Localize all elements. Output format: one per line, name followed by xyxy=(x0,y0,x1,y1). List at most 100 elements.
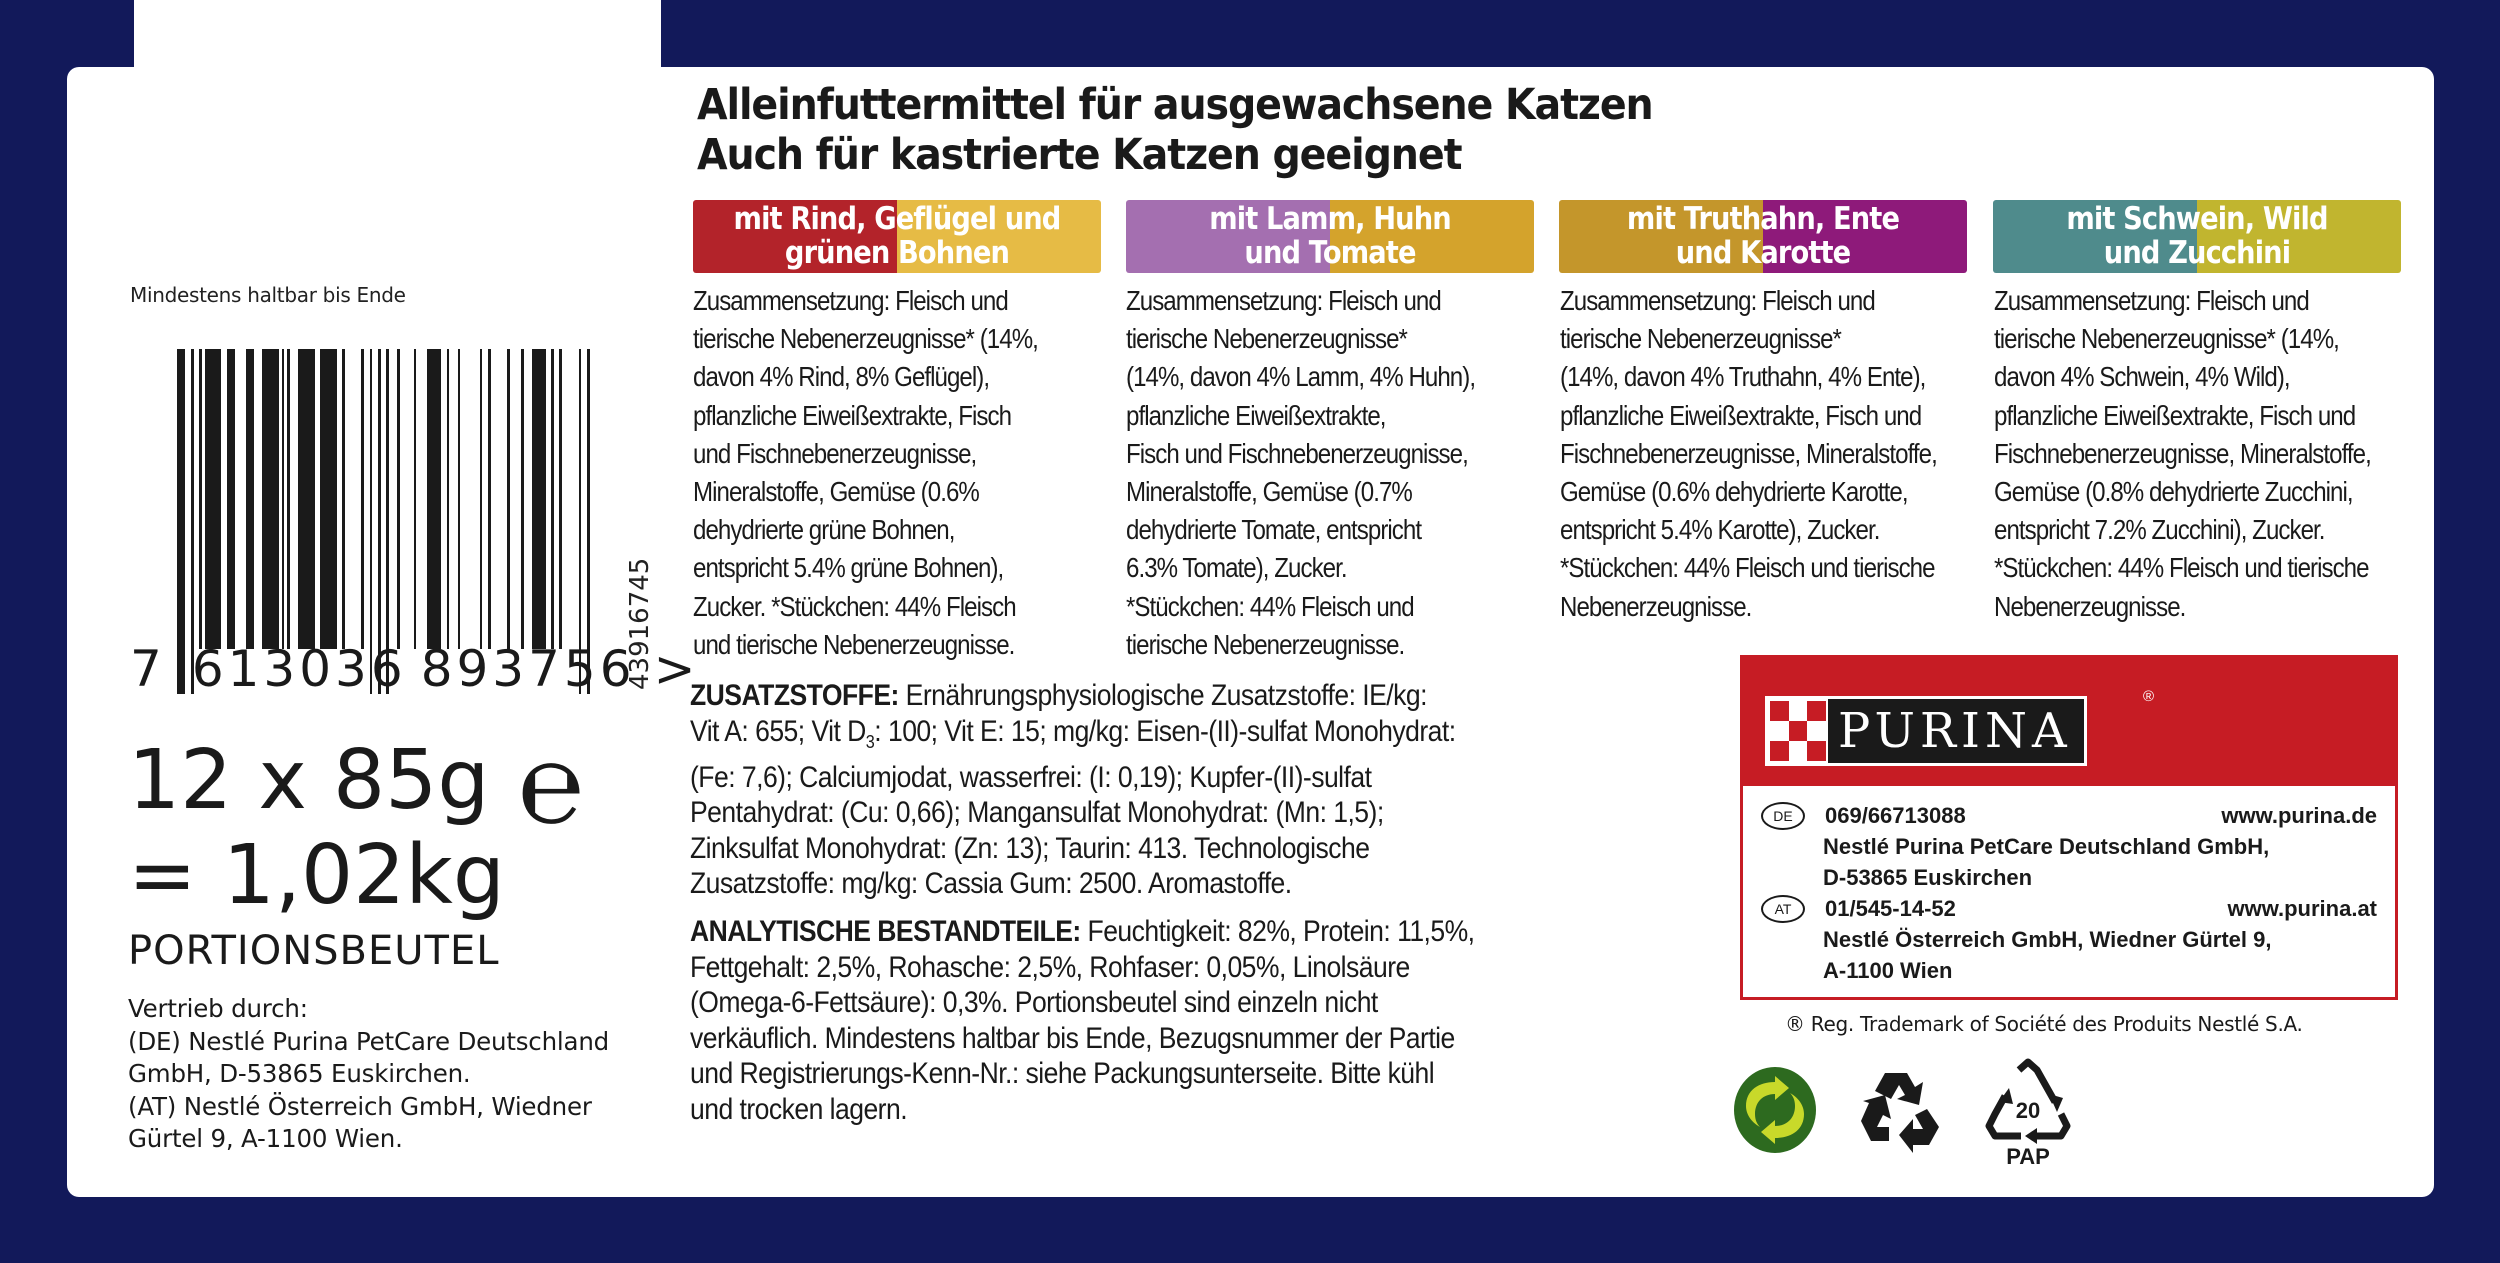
flavor-color-right xyxy=(2197,200,2401,273)
barcode-bar xyxy=(254,349,262,649)
checkerboard-icon xyxy=(1768,699,1828,763)
contact-row-de: DE 069/66713088 www.purina.de xyxy=(1761,800,2377,831)
flavor-color-left xyxy=(1559,200,1763,273)
barcode-bar xyxy=(446,349,450,649)
phone-at: 01/545-14-52 xyxy=(1825,896,1956,921)
barcode-bar xyxy=(427,349,442,649)
website-link-de[interactable]: www.purina.de xyxy=(2221,803,2377,828)
barcode-bar xyxy=(460,349,479,649)
barcode-quiet-zone-marker: > xyxy=(653,640,700,698)
barcode-bar xyxy=(235,349,246,649)
flavor-tab-schwein: mit Schwein, Wild und Zucchini xyxy=(1993,200,2401,273)
trademark-notice: ® Reg. Trademark of Société des Produits… xyxy=(1785,1012,2303,1036)
barcode-bar xyxy=(586,349,590,694)
address-at-line-2: A-1100 Wien xyxy=(1823,958,1953,983)
barcode xyxy=(177,349,590,694)
phone-de: 069/66713088 xyxy=(1825,803,1966,828)
flavor-label: mit Rind, Geflügel und grünen Bohnen xyxy=(733,201,1062,271)
flavor-label: mit Lamm, Huhn und Tomate xyxy=(1209,201,1451,271)
additives-text-1: Ernährungsphysiologische Zusatzstoffe: I… xyxy=(690,679,1427,748)
barcode-bar xyxy=(281,349,285,649)
quantity-line-1: 12 x 85g xyxy=(128,733,490,828)
barcode-bar xyxy=(377,349,381,694)
barcode-bar xyxy=(320,349,337,649)
flavor-tab-truthahn: mit Truthahn, Ente und Karotte xyxy=(1559,200,1967,273)
barcode-digits-left: 613036 xyxy=(191,640,407,698)
barcode-digits-right: 893756 xyxy=(420,640,636,698)
analytical-paragraph: ANALYTISCHE BESTANDTEILE: Feuchtigkeit: … xyxy=(690,914,1752,1127)
additives-subscript: 3 xyxy=(865,731,875,752)
country-badge-at: AT xyxy=(1761,894,1805,923)
composition-schwein: Zusammensetzung: Fleisch und tierische N… xyxy=(1994,285,2372,622)
pap-20-recycling-icon: 20 PAP xyxy=(1985,1058,2071,1168)
contact-details: DE 069/66713088 www.purina.de Nestlé Pur… xyxy=(1743,786,2395,986)
composition-truthahn: Zusammensetzung: Fleisch und tierische N… xyxy=(1560,285,1938,622)
contact-row-at: AT 01/545-14-52 www.purina.at xyxy=(1761,893,2377,924)
barcode-bar xyxy=(578,349,582,694)
additives-text-2: : 100; Vit E: 15; mg/kg: Eisen-(II)-sulf… xyxy=(690,714,1456,901)
barcode-digits: 7 613036 893756 > xyxy=(130,640,699,698)
barcode-bar xyxy=(345,349,362,649)
flavor-color-right xyxy=(1330,200,1534,273)
barcode-bar xyxy=(361,349,365,649)
analytical-heading: ANALYTISCHE BESTANDTEILE: xyxy=(690,915,1081,948)
barcode-bar xyxy=(190,349,194,694)
registered-mark: ® xyxy=(2143,688,2155,705)
address-at-line-1: Nestlé Österreich GmbH, Wiedner Gürtel 9… xyxy=(1823,927,2272,952)
flavor-color-right xyxy=(897,200,1101,273)
barcode-bar xyxy=(416,349,427,649)
flavor-color-left xyxy=(693,200,897,273)
additives-paragraph: ZUSATZSTOFFE: Ernährungsphysiologische Z… xyxy=(690,678,1752,902)
barcode-bar xyxy=(397,349,400,649)
purina-logo: PURINA xyxy=(1765,696,2087,766)
barcode-bar xyxy=(245,349,255,649)
flavor-color-right xyxy=(1763,200,1967,273)
flavor-tab-lamm: mit Lamm, Huhn und Tomate xyxy=(1126,200,1534,273)
best-before-label: Mindestens haltbar bis Ende xyxy=(130,283,406,307)
green-dot-icon xyxy=(1734,1067,1816,1153)
barcode-bar xyxy=(204,349,222,649)
barcode-bar xyxy=(226,349,235,649)
estimated-sign-icon: ℮ xyxy=(518,720,585,848)
analytical-text: Feuchtigkeit: 82%, Protein: 11,5%, Fettg… xyxy=(690,915,1475,1126)
quantity-line-2: = 1,02kg xyxy=(128,828,505,923)
barcode-bar xyxy=(491,349,508,649)
barcode-bar xyxy=(389,349,397,649)
purina-logo-band: PURINA ® xyxy=(1743,658,2395,786)
flavor-label: mit Schwein, Wild und Zucchini xyxy=(2066,201,2328,271)
barcode-bar xyxy=(369,349,373,694)
distributor-text: Vertrieb durch: (DE) Nestlé Purina PetCa… xyxy=(128,994,610,1153)
purina-contact-box: PURINA ® DE 069/66713088 www.purina.de N… xyxy=(1740,655,2398,1000)
barcode-bar xyxy=(507,349,510,649)
barcode-bar xyxy=(449,349,457,649)
pap-label: PAP xyxy=(2006,1144,2050,1168)
barcode-bar xyxy=(262,349,279,649)
barcode-bar xyxy=(177,349,186,694)
barcode-bar xyxy=(290,349,298,649)
headline-line-2: Auch für kastrierte Katzen geeignet xyxy=(697,130,1462,180)
unit-label: PORTIONSBEUTEL xyxy=(128,928,500,974)
composition-lamm: Zusammensetzung: Fleisch und tierische N… xyxy=(1126,285,1476,660)
barcode-bar xyxy=(287,349,290,649)
barcode-bar xyxy=(386,349,389,694)
barcode-bar xyxy=(524,349,532,649)
top-white-tab xyxy=(134,0,661,80)
barcode-bar xyxy=(531,349,546,649)
pap-number: 20 xyxy=(2016,1098,2040,1123)
flavor-color-left xyxy=(1126,200,1330,273)
article-number-vertical: 43916745 xyxy=(625,557,655,690)
composition-rind: Zusammensetzung: Fleisch und tierische N… xyxy=(693,285,1039,660)
barcode-bar xyxy=(510,349,521,649)
barcode-bar xyxy=(559,349,563,649)
purina-wordmark: PURINA xyxy=(1828,699,2084,763)
barcode-bar xyxy=(298,349,315,649)
flavor-color-left xyxy=(1993,200,2197,273)
barcode-digit-first: 7 xyxy=(130,640,166,698)
barcode-bar xyxy=(457,349,461,649)
address-de-line-2: D-53865 Euskirchen xyxy=(1823,865,2033,890)
flavor-label: mit Truthahn, Ente und Karotte xyxy=(1626,201,1900,271)
country-badge-de: DE xyxy=(1761,801,1805,830)
barcode-bar xyxy=(487,349,491,649)
website-link-at[interactable]: www.purina.at xyxy=(2227,896,2377,921)
barcode-bar xyxy=(342,349,345,649)
